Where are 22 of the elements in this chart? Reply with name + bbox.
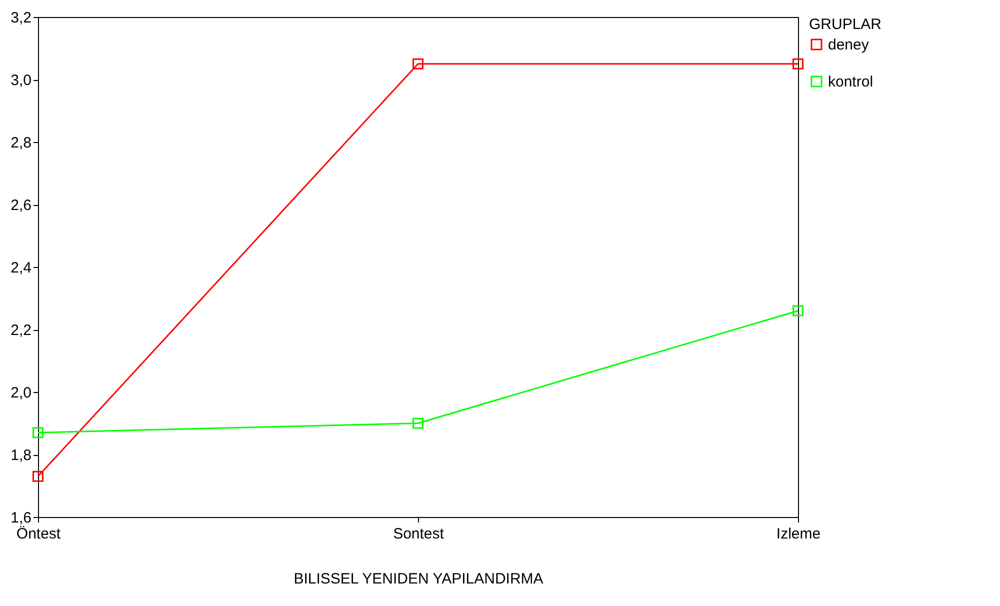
y-tick-label: 1,8: [10, 447, 32, 464]
legend-label: deney: [828, 36, 870, 54]
y-tick-label: 1,6: [10, 510, 32, 526]
legend-title: GRUPLAR: [809, 16, 882, 33]
x-tick-label: Öntest: [16, 526, 62, 542]
point: [792, 58, 804, 70]
y-tick-label: 2,2: [10, 322, 32, 339]
y-tick-label: 3,2: [10, 10, 32, 26]
point: [32, 470, 44, 482]
y-tick-label: 2,6: [10, 197, 32, 214]
x-axis-title: BILISSEL YENIDEN YAPILANDIRMA: [294, 570, 544, 588]
y-tick-label: 3,0: [10, 72, 32, 89]
y-tick-label: 2,0: [10, 384, 32, 402]
point: [412, 418, 424, 429]
x-tick-label: Izleme: [776, 526, 821, 542]
x-tick-label: Sontest: [393, 526, 445, 542]
point: [412, 58, 424, 70]
point: [792, 305, 804, 316]
y-tick-label: 2,4: [10, 260, 32, 276]
legend-label: kontrol: [828, 74, 874, 90]
point: [32, 427, 44, 438]
y-tick-label: 2,8: [10, 134, 32, 152]
